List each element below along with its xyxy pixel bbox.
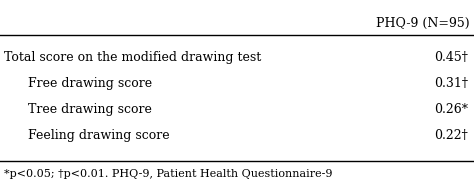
Text: Tree drawing score: Tree drawing score — [28, 102, 152, 116]
Text: PHQ-9 (N=95): PHQ-9 (N=95) — [376, 17, 470, 30]
Text: 0.31†: 0.31† — [434, 76, 468, 90]
Text: Total score on the modified drawing test: Total score on the modified drawing test — [4, 50, 261, 64]
Text: 0.26*: 0.26* — [434, 102, 468, 116]
Text: 0.22†: 0.22† — [434, 128, 468, 142]
Text: *p<0.05; †p<0.01. PHQ-9, Patient Health Questionnaire-9: *p<0.05; †p<0.01. PHQ-9, Patient Health … — [4, 169, 332, 179]
Text: 0.45†: 0.45† — [434, 50, 468, 64]
Text: Free drawing score: Free drawing score — [28, 76, 152, 90]
Text: Feeling drawing score: Feeling drawing score — [28, 128, 170, 142]
